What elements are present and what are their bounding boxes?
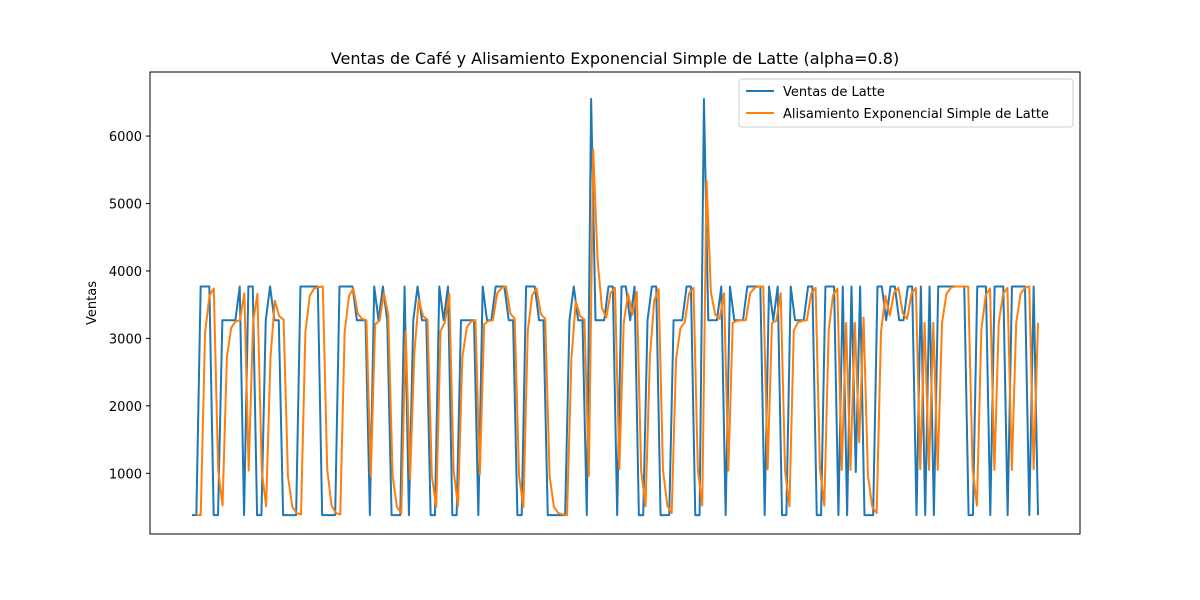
legend-label-alisamiento: Alisamiento Exponencial Simple de Latte [783, 107, 1049, 122]
y-tick-label: 3000 [109, 332, 142, 347]
legend-label-ventas: Ventas de Latte [783, 85, 885, 100]
y-tick-label: 2000 [109, 400, 142, 415]
series-line-1 [196, 148, 1039, 517]
plot-frame [149, 71, 1081, 535]
y-tick-label: 6000 [109, 130, 142, 145]
y-axis-label: Ventas [85, 281, 100, 325]
y-tick-label: 4000 [109, 265, 142, 280]
y-tick-label: 5000 [109, 198, 142, 213]
legend: Ventas de Latte Alisamiento Exponencial … [738, 78, 1074, 128]
y-axis-ticks: 1000 2000 3000 4000 5000 6000 [109, 130, 150, 482]
y-tick-label: 1000 [109, 467, 142, 482]
legend-box [738, 78, 1074, 128]
chart-title: Ventas de Café y Alisamiento Exponencial… [331, 49, 899, 68]
series-line-0 [192, 97, 1039, 517]
plot-lines [192, 97, 1039, 517]
